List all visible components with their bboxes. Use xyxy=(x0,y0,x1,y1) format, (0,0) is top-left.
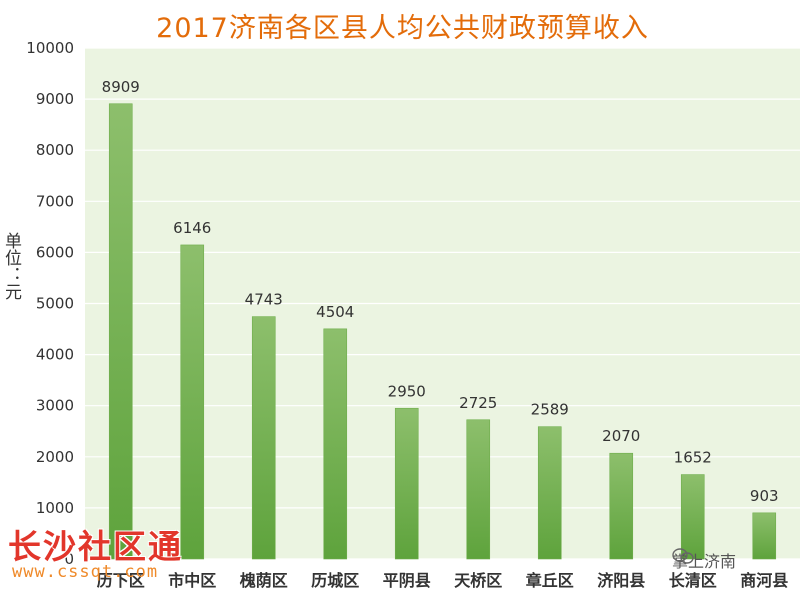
watermark-url: www.cssqt.com xyxy=(12,562,159,582)
y-tick-label: 7000 xyxy=(36,192,74,210)
x-tick-label: 长清区 xyxy=(669,571,717,590)
data-labels: 8909 6146 4743 4504 2950 2725 2589 2070 1652 903 xyxy=(102,78,779,505)
x-tick-label: 天桥区 xyxy=(454,571,502,590)
y-tick-label: 6000 xyxy=(36,243,74,261)
bar-10 xyxy=(752,512,777,560)
bar-5 xyxy=(394,407,419,560)
y-tick-labels: 0 1000 2000 3000 4000 5000 6000 7000 8000 9000 100… xyxy=(26,39,74,568)
x-tick-label: 章丘区 xyxy=(526,571,574,590)
y-tick-label: 5000 xyxy=(36,295,74,313)
bar-6 xyxy=(466,419,491,560)
watermark-logo: 长沙社区通 xyxy=(8,527,183,566)
data-label: 2070 xyxy=(602,427,640,445)
x-tick-label: 商河县 xyxy=(740,571,788,590)
bars xyxy=(108,103,777,560)
x-tick-label: 历下区 xyxy=(97,571,145,590)
y-tick-label: 8000 xyxy=(36,141,74,159)
account-name: 掌上济南 xyxy=(672,552,737,571)
data-label: 8909 xyxy=(102,78,140,96)
data-label: 6146 xyxy=(173,219,211,237)
data-label: 1652 xyxy=(674,449,712,467)
y-tick-label: 4000 xyxy=(36,346,74,364)
bar-9 xyxy=(680,474,705,560)
data-label: 2589 xyxy=(531,401,569,419)
y-tick-label: 10000 xyxy=(26,39,74,57)
y-tick-label: 3000 xyxy=(36,397,74,415)
bar-3 xyxy=(251,316,276,560)
wechat-icon xyxy=(672,548,694,564)
data-label: 4504 xyxy=(316,303,354,321)
y-tick-label: 1000 xyxy=(36,499,74,517)
data-label: 4743 xyxy=(245,291,283,309)
x-tick-label: 历城区 xyxy=(311,571,359,590)
y-tick-label: 2000 xyxy=(36,448,74,466)
x-tick-label: 市中区 xyxy=(168,571,216,590)
data-label: 2950 xyxy=(388,382,426,400)
x-tick-label: 平阴县 xyxy=(383,571,431,590)
watermark-account: 掌上济南 xyxy=(672,548,736,572)
y-axis-label: 单位：元 xyxy=(1,232,21,300)
chart-title: 2017济南各区县人均公共财政预算收入 xyxy=(156,13,649,44)
x-tick-label: 济阳县 xyxy=(597,571,645,590)
data-label: 903 xyxy=(750,487,779,505)
x-tick-label: 槐荫区 xyxy=(239,571,288,590)
x-tick-labels: 历下区 市中区 槐荫区 历城区 平阴县 天桥区 章丘区 济阳县 长清区 商河县 xyxy=(97,571,789,590)
bar-8 xyxy=(609,452,634,560)
bar-1 xyxy=(108,103,133,560)
y-tick-label: 0 xyxy=(64,550,74,568)
grid-lines xyxy=(85,47,800,560)
y-tick-label: 9000 xyxy=(36,90,74,108)
bar-4 xyxy=(323,328,348,560)
data-label: 2725 xyxy=(459,394,497,412)
bar-2 xyxy=(180,244,205,560)
bar-7 xyxy=(537,426,562,560)
